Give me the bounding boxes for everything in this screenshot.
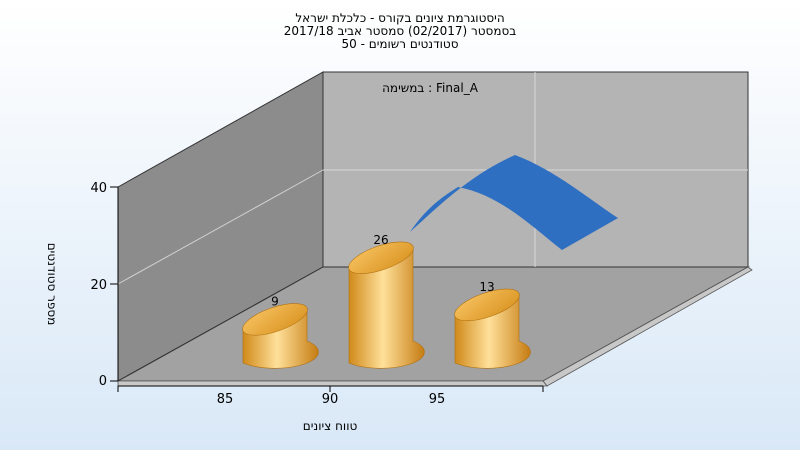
- data-label-90: 26: [373, 233, 388, 247]
- y-tick-label-40: 40: [90, 181, 107, 196]
- bar-90: 26: [348, 233, 425, 369]
- legend-label: במשימה : Final_A: [382, 81, 479, 95]
- distribution-curve: [410, 155, 618, 250]
- bar-body-85: [242, 307, 319, 369]
- bar-85: 9: [242, 294, 319, 369]
- bar-top-95: [454, 288, 520, 322]
- grid-left-20: [117, 169, 324, 285]
- x-axis-title: טווח ציונים: [303, 419, 358, 433]
- chart-title-line-3: סטודנטים רשומים - 50: [341, 37, 458, 51]
- data-label-85: 9: [271, 294, 279, 308]
- y-tick-label-0: 0: [99, 374, 107, 389]
- bar-top-85: [242, 303, 308, 336]
- chart-title-line-1: היסטוגרמת ציונים בקורס - כלכלת ישראל: [295, 11, 504, 25]
- y-axis-title: מספר סטודנטים: [45, 243, 59, 326]
- x-tick-label-90: 90: [322, 392, 339, 407]
- bar-body-90: [348, 246, 425, 369]
- floor-edge-front: [117, 380, 548, 387]
- x-tick-label-95: 95: [429, 392, 446, 407]
- y-tick-label-20: 20: [90, 278, 107, 293]
- bar-top-90: [348, 241, 414, 274]
- chart-title-line-2: בסמסטר (02/2017) סמסטר אביב 2017/18: [284, 24, 516, 38]
- bar-95: 13: [454, 280, 531, 369]
- bars-group: 9 26 13: [242, 233, 531, 369]
- x-tick-label-85: 85: [217, 392, 234, 407]
- data-label-95: 13: [479, 280, 494, 294]
